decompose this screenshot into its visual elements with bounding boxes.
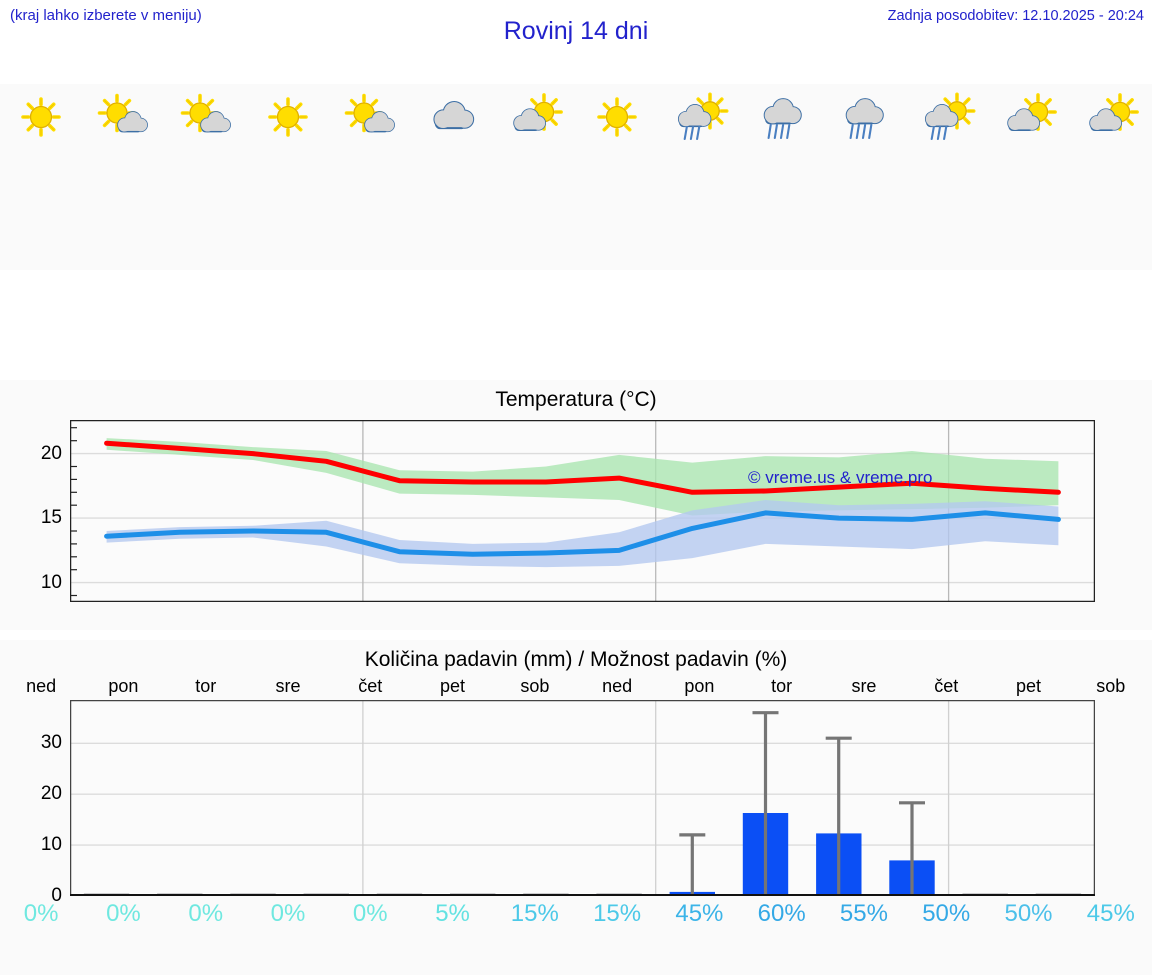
precipitation-probability: 15%: [510, 900, 559, 927]
watermark-text: © vreme.us & vreme.pro: [748, 468, 933, 487]
cloud-sun-icon: [998, 92, 1060, 142]
precipitation-day-label: čet: [934, 676, 959, 696]
cloud-icon: [422, 92, 484, 142]
precipitation-day-label: pon: [108, 676, 139, 696]
forecast-day-column[interactable]: [905, 84, 987, 270]
precipitation-day-label: sob: [520, 676, 550, 696]
precipitation-y-tick-label: 20: [40, 783, 62, 805]
precipitation-day-label: tor: [195, 676, 217, 696]
precipitation-probability: 60%: [757, 900, 806, 927]
temperature-y-tick-label: 10: [40, 571, 62, 593]
forecast-day-column[interactable]: [658, 84, 740, 270]
precipitation-probability: 0%: [188, 900, 224, 927]
cloud-rain-icon: [751, 92, 813, 142]
forecast-day-column[interactable]: [82, 84, 164, 270]
precipitation-probability: 0%: [23, 900, 59, 927]
forecast-day-column[interactable]: [165, 84, 247, 270]
precipitation-panel: Količina padavin (mm) / Možnost padavin …: [0, 640, 1152, 975]
sun-cloud-icon: [92, 92, 154, 142]
precipitation-plot: 0 10 20 30: [41, 700, 1095, 906]
precipitation-probability: 55%: [839, 900, 888, 927]
precipitation-probability: 0%: [352, 900, 388, 927]
precipitation-y-tick-label: 10: [40, 834, 62, 856]
sun-cloud-icon: [339, 92, 401, 142]
cloud-sun-icon: [1080, 92, 1142, 142]
last-update-text: Zadnja posodobitev: 12.10.2025 - 20:24: [887, 8, 1144, 24]
precipitation-y-tick-label: 0: [51, 885, 62, 906]
precipitation-day-label: čet: [358, 676, 383, 696]
menu-hint: (kraj lahko izberete v meniju): [10, 7, 202, 24]
forecast-day-column[interactable]: [247, 84, 329, 270]
sun-icon: [257, 92, 319, 142]
precipitation-probability: 45%: [1086, 900, 1135, 927]
precipitation-probability: 50%: [922, 900, 971, 927]
precipitation-probability: 0%: [270, 900, 306, 927]
sun-icon: [586, 92, 648, 142]
cloud-sun-rain-icon: [668, 92, 730, 142]
cloud-sun-icon: [504, 92, 566, 142]
precipitation-chart-title: Količina padavin (mm) / Možnost padavin …: [364, 648, 788, 671]
forecast-day-column[interactable]: [0, 84, 82, 270]
precipitation-day-label: pet: [1016, 676, 1042, 696]
forecast-day-column[interactable]: [823, 84, 905, 270]
precipitation-day-label: ned: [26, 676, 57, 696]
precipitation-probability: 0%: [106, 900, 141, 927]
page-header: (kraj lahko izberete v meniju) Rovinj 14…: [0, 0, 1152, 62]
forecast-day-column[interactable]: [411, 84, 493, 270]
temperature-y-tick-label: 20: [40, 442, 62, 464]
precipitation-day-label: pon: [684, 676, 715, 696]
precipitation-day-label: pet: [440, 676, 466, 696]
precipitation-day-label: tor: [771, 676, 793, 696]
precipitation-probability: 45%: [675, 900, 724, 927]
precipitation-probability: 5%: [435, 900, 470, 927]
precipitation-day-labels: ned pon tor sre čet pet sob ned pon tor sre čet pet s…: [0, 676, 1152, 697]
sun-icon: [10, 92, 72, 142]
sun-cloud-icon: [175, 92, 237, 142]
temperature-y-tick-label: 15: [40, 507, 62, 529]
cloud-rain-icon: [833, 92, 895, 142]
forecast-day-column[interactable]: [987, 84, 1069, 270]
temperature-chart-title: Temperatura (°C): [495, 388, 657, 411]
page-title: Rovinj 14 dni: [503, 17, 649, 45]
forecast-strip: [0, 84, 1152, 270]
forecast-day-column[interactable]: [494, 84, 576, 270]
temperature-panel: Temperatura (°C) 10 15 20: [0, 380, 1152, 630]
cloud-sun-rain-icon: [915, 92, 977, 142]
forecast-day-column[interactable]: [1070, 84, 1152, 270]
precipitation-probability: 15%: [593, 900, 642, 927]
precipitation-day-label: sob: [1096, 676, 1126, 696]
precipitation-y-tick-label: 30: [40, 732, 62, 754]
forecast-day-column[interactable]: [576, 84, 658, 270]
precipitation-day-label: sre: [275, 676, 301, 696]
forecast-day-column[interactable]: [329, 84, 411, 270]
precipitation-probability: 50%: [1004, 900, 1053, 927]
forecast-day-column[interactable]: [741, 84, 823, 270]
precipitation-day-label: ned: [602, 676, 633, 696]
temperature-plot: 10 15 20: [41, 420, 1095, 602]
precipitation-probability-row: 0% 0% 0% 0% 0% 5% 15% 15% 45% 60% 55% 50% 50% 45%: [0, 900, 1152, 928]
precipitation-day-label: sre: [851, 676, 877, 696]
